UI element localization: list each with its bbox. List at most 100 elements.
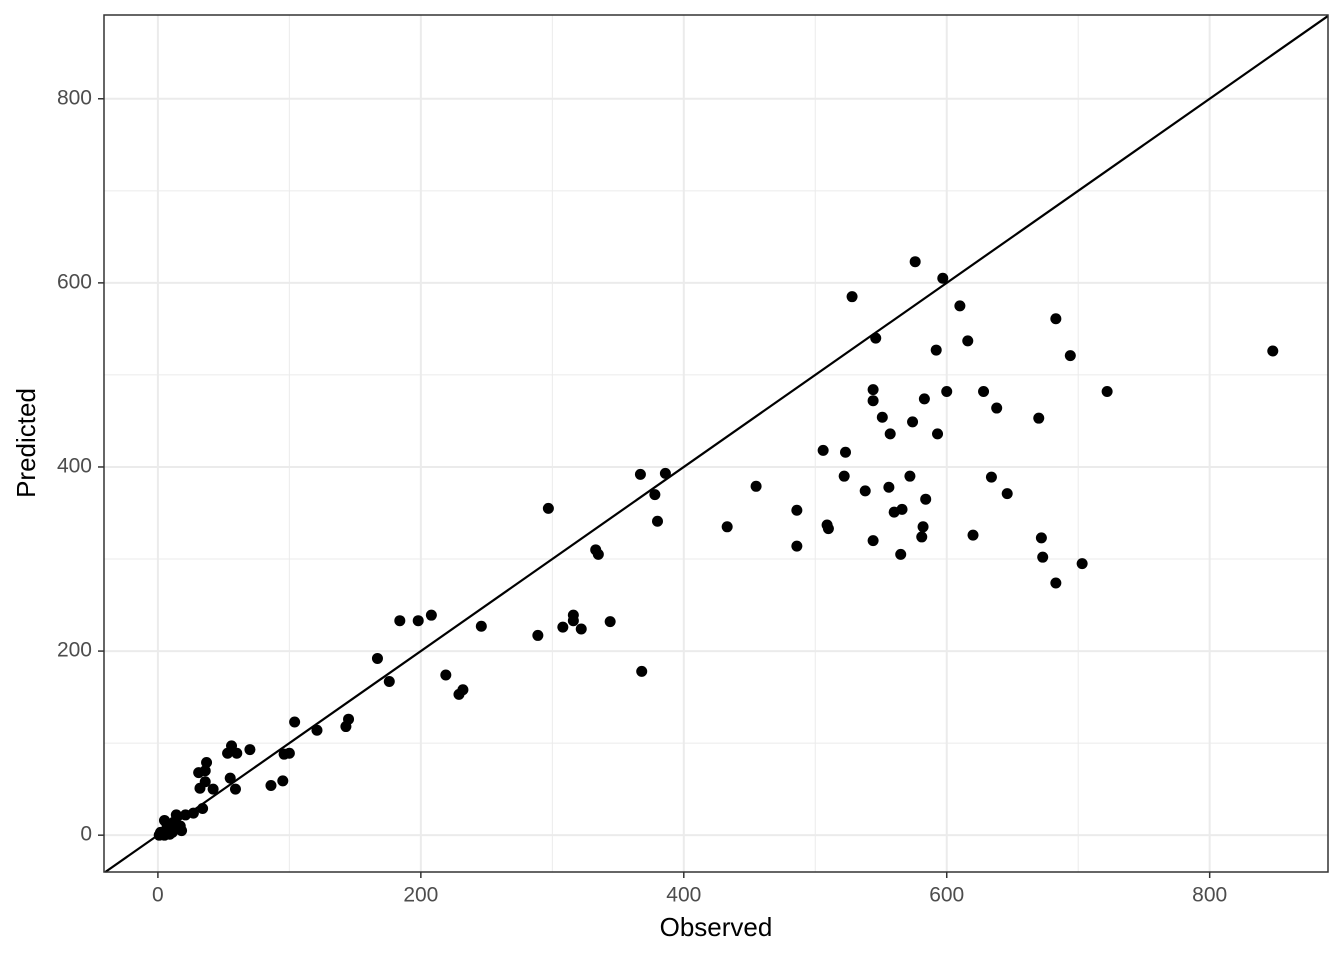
point — [231, 747, 243, 759]
point — [194, 782, 206, 794]
point — [962, 335, 974, 347]
point — [904, 470, 916, 482]
point — [425, 609, 437, 621]
point — [222, 747, 234, 759]
point — [311, 724, 323, 736]
point — [289, 716, 301, 728]
point — [838, 470, 850, 482]
point — [475, 620, 487, 632]
point — [340, 721, 352, 733]
point — [224, 772, 236, 784]
point — [791, 540, 803, 552]
point — [941, 385, 953, 397]
point — [916, 531, 928, 543]
point — [985, 471, 997, 483]
x-axis-label: Observed — [660, 912, 773, 942]
point — [277, 775, 289, 787]
point — [575, 623, 587, 635]
identity-line — [104, 15, 1329, 873]
point — [394, 615, 406, 627]
point — [918, 393, 930, 405]
point — [991, 402, 1003, 414]
y-axis-label: Predicted — [11, 388, 41, 498]
point — [867, 395, 879, 407]
point — [895, 548, 907, 560]
x-tick-label: 600 — [929, 884, 964, 907]
point — [1050, 577, 1062, 589]
point — [162, 821, 174, 833]
y-tick-label: 400 — [57, 455, 92, 478]
point — [920, 493, 932, 505]
point — [859, 485, 871, 497]
point — [278, 748, 290, 760]
point — [592, 548, 604, 560]
point — [1267, 345, 1279, 357]
point — [884, 428, 896, 440]
point — [542, 502, 554, 514]
point — [532, 629, 544, 641]
point — [207, 783, 219, 795]
point — [440, 669, 452, 681]
y-tick-label: 800 — [57, 86, 92, 109]
point — [197, 802, 209, 814]
point — [371, 652, 383, 664]
point — [750, 480, 762, 492]
point — [453, 688, 465, 700]
point — [721, 521, 733, 533]
y-tick-label: 600 — [57, 270, 92, 293]
point — [839, 446, 851, 458]
point — [917, 521, 929, 533]
x-tick-label: 200 — [403, 884, 438, 907]
point — [1037, 551, 1049, 563]
y-tick-label: 0 — [80, 823, 92, 846]
plot-border — [103, 14, 1329, 873]
point — [636, 665, 648, 677]
point — [557, 621, 569, 633]
point — [967, 529, 979, 541]
point — [907, 416, 919, 428]
point — [1001, 488, 1013, 500]
point — [1050, 313, 1062, 325]
point — [201, 756, 213, 768]
point — [659, 467, 671, 479]
point — [153, 829, 165, 841]
point — [909, 256, 921, 268]
point — [870, 332, 882, 344]
point — [817, 444, 829, 456]
point — [822, 523, 834, 535]
point — [649, 489, 661, 501]
point — [1101, 385, 1113, 397]
point — [244, 744, 256, 756]
point — [876, 411, 888, 423]
point — [791, 504, 803, 516]
point — [867, 535, 879, 547]
point — [199, 765, 211, 777]
point — [1064, 350, 1076, 362]
point — [634, 468, 646, 480]
point — [383, 675, 395, 687]
point — [412, 615, 424, 627]
point — [265, 779, 277, 791]
point — [930, 344, 942, 356]
point — [883, 481, 895, 493]
x-tick-label: 0 — [152, 884, 164, 907]
point — [954, 300, 966, 312]
point — [896, 503, 908, 515]
y-tick-label: 200 — [57, 639, 92, 662]
point — [604, 616, 616, 628]
point — [1033, 412, 1045, 424]
point — [180, 809, 192, 821]
point — [978, 385, 990, 397]
x-tick-label: 400 — [666, 884, 701, 907]
point — [651, 515, 663, 527]
point — [229, 783, 241, 795]
point — [1035, 532, 1047, 544]
point — [846, 291, 858, 303]
point — [567, 615, 579, 627]
x-tick-label: 800 — [1192, 884, 1227, 907]
point — [937, 272, 949, 284]
point — [932, 428, 944, 440]
point — [1076, 558, 1088, 570]
